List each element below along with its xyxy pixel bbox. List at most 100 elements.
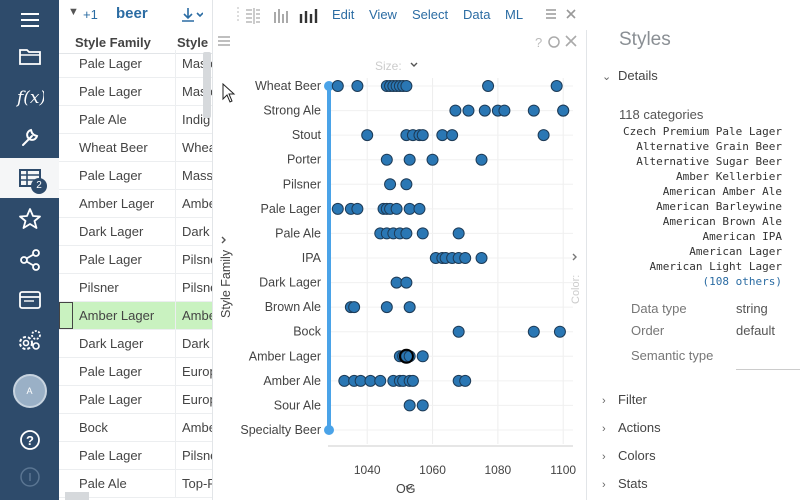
- data-point[interactable]: [331, 80, 344, 92]
- data-point[interactable]: [426, 153, 439, 166]
- row-header[interactable]: [59, 134, 73, 161]
- table-cell[interactable]: Pale Ale: [79, 112, 127, 127]
- data-point[interactable]: [527, 325, 540, 338]
- data-point[interactable]: [459, 374, 472, 387]
- row-header[interactable]: [59, 106, 73, 133]
- table-row[interactable]: Pale Lager Pilsne: [59, 442, 212, 470]
- table-cell[interactable]: Wheat: [175, 134, 212, 161]
- table-cell[interactable]: Dark Lager: [79, 224, 144, 239]
- table-cell[interactable]: Pale Lager: [79, 252, 142, 267]
- wrench-icon[interactable]: [0, 117, 59, 157]
- table-cell[interactable]: Pilsne: [175, 274, 212, 301]
- expand-count[interactable]: +1: [83, 7, 98, 22]
- table-cell[interactable]: Ambe: [175, 414, 212, 441]
- table-cell[interactable]: Amber Lager: [79, 308, 155, 323]
- grid-view-icon[interactable]: [245, 6, 261, 24]
- table-row[interactable]: Pale Ale Indig: [59, 106, 212, 134]
- row-header[interactable]: [59, 330, 73, 357]
- table-row[interactable]: Pilsner Pilsne: [59, 274, 212, 302]
- menu-view[interactable]: View: [369, 7, 397, 22]
- table-cell[interactable]: Pale Lager: [79, 84, 142, 99]
- table-cell[interactable]: Masso: [175, 162, 212, 189]
- data-point[interactable]: [416, 129, 429, 142]
- data-point[interactable]: [413, 202, 426, 215]
- chevron-right-icon[interactable]: [572, 253, 577, 261]
- row-header[interactable]: [59, 190, 73, 217]
- horizontal-scrollbar[interactable]: [65, 492, 89, 500]
- table-row[interactable]: Dark Lager Dark: [59, 218, 212, 246]
- data-point[interactable]: [351, 80, 364, 92]
- menu-select[interactable]: Select: [412, 7, 449, 22]
- hamburger-icon[interactable]: [545, 8, 557, 20]
- data-point[interactable]: [406, 374, 419, 387]
- settings-gears-icon[interactable]: [0, 321, 59, 361]
- browser-icon[interactable]: [0, 280, 59, 320]
- actions-section-toggle[interactable]: › Actions: [602, 420, 661, 435]
- menu-data[interactable]: Data: [463, 7, 491, 22]
- table-cell[interactable]: Ambe: [175, 302, 212, 329]
- range-slider-handle-top[interactable]: [324, 81, 334, 91]
- menu-edit[interactable]: Edit: [332, 7, 355, 22]
- table-row[interactable]: Pale Lager Europ: [59, 386, 212, 414]
- data-point[interactable]: [351, 202, 364, 215]
- table-row[interactable]: Pale Lager Europ: [59, 358, 212, 386]
- y-axis-title[interactable]: Style Family: [219, 249, 233, 318]
- table-cell[interactable]: Ambe: [175, 190, 212, 217]
- help-icon[interactable]: ?: [535, 35, 542, 50]
- data-point[interactable]: [374, 374, 387, 387]
- selected-data-point[interactable]: [398, 348, 414, 364]
- data-point[interactable]: [361, 129, 374, 142]
- row-header[interactable]: [59, 78, 73, 105]
- table-cell[interactable]: Europ: [175, 386, 212, 413]
- column-header[interactable]: Style Name: [177, 35, 212, 50]
- table-name[interactable]: beer: [116, 5, 148, 22]
- open-folder-icon[interactable]: [0, 36, 59, 76]
- data-point[interactable]: [475, 252, 488, 264]
- data-point[interactable]: [553, 325, 566, 338]
- data-point[interactable]: [380, 301, 393, 314]
- data-point[interactable]: [416, 227, 429, 240]
- data-point[interactable]: [475, 153, 488, 166]
- data-point[interactable]: [452, 227, 465, 240]
- colors-section-toggle[interactable]: › Colors: [602, 448, 656, 463]
- row-header[interactable]: [59, 302, 73, 329]
- scatter-plot[interactable]: ? Size: Wheat Beer Strong Ale Stout Porter Pil…: [213, 30, 587, 500]
- data-point[interactable]: [557, 104, 570, 117]
- row-header[interactable]: [59, 246, 73, 273]
- data-point[interactable]: [400, 178, 413, 191]
- table-cell[interactable]: Pilsner: [79, 280, 119, 295]
- column-header[interactable]: Style Family: [75, 35, 151, 50]
- download-icon[interactable]: [181, 6, 203, 24]
- size-column-selector[interactable]: Size:: [375, 59, 402, 73]
- data-point[interactable]: [403, 301, 416, 314]
- table-row[interactable]: Pale LagerMaste: [59, 78, 212, 106]
- table-cell[interactable]: Top-F: [175, 470, 212, 497]
- table-row[interactable]: Pale Ale Top-F: [59, 470, 212, 498]
- stats-section-toggle[interactable]: › Stats: [602, 476, 648, 491]
- table-cell[interactable]: Dark: [175, 218, 212, 245]
- data-point[interactable]: [482, 80, 495, 92]
- star-icon[interactable]: [0, 199, 59, 239]
- data-point[interactable]: [380, 153, 393, 166]
- row-header[interactable]: [59, 274, 73, 301]
- details-section-toggle[interactable]: ⌄ Details: [602, 68, 658, 83]
- table-row[interactable]: Dark Lager Dark: [59, 330, 212, 358]
- row-header[interactable]: [59, 442, 73, 469]
- table-row[interactable]: Amber Lager Ambe: [59, 190, 212, 218]
- filter-section-toggle[interactable]: › Filter: [602, 392, 647, 407]
- row-header[interactable]: [59, 386, 73, 413]
- table-row[interactable]: Amber Lager Ambe: [59, 302, 212, 330]
- tables-icon[interactable]: 2: [0, 158, 59, 198]
- chevron-down-icon[interactable]: [410, 62, 418, 67]
- bar-chart-view-icon[interactable]: [299, 6, 319, 24]
- semantic-type-field[interactable]: [736, 369, 800, 370]
- row-header[interactable]: [59, 358, 73, 385]
- color-column-selector[interactable]: Color:: [570, 275, 582, 304]
- table-cell[interactable]: Pale Lager: [79, 392, 142, 407]
- x-axis-title[interactable]: OG: [396, 482, 415, 496]
- table-cell[interactable]: Wheat Beer: [79, 140, 148, 155]
- data-point[interactable]: [449, 104, 462, 117]
- table-row[interactable]: Bock Ambe: [59, 414, 212, 442]
- row-header[interactable]: [59, 50, 73, 77]
- data-point[interactable]: [527, 104, 540, 117]
